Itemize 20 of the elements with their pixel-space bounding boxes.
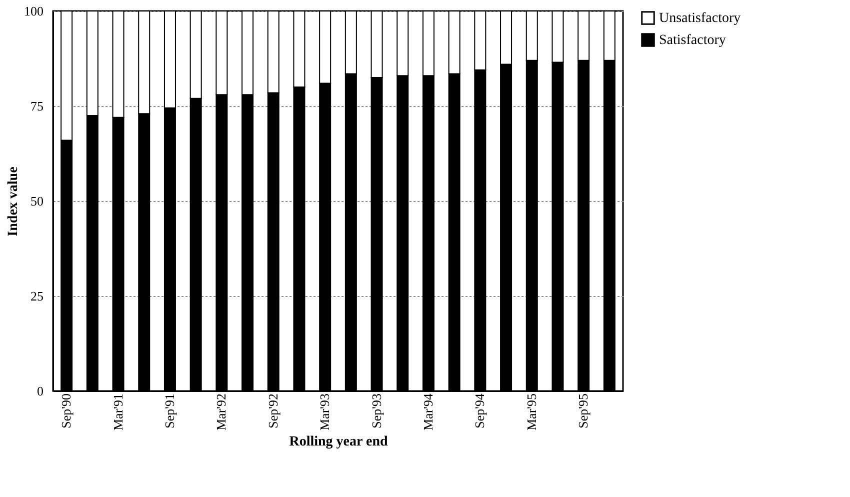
x-tick-label: Sep'92: [265, 394, 280, 428]
x-tick-label: Sep'91: [162, 394, 177, 428]
x-tick-label: Sep'93: [368, 394, 384, 428]
x-tick-label: Mar'92: [214, 394, 229, 431]
x-tick-label: Mar'93: [317, 394, 332, 431]
y-tick-label: 50: [30, 194, 44, 208]
legend-label: Satisfactory: [659, 33, 726, 48]
x-tick-label: Sep'95: [576, 394, 591, 428]
y-tick-label: 75: [30, 98, 44, 114]
y-tick-label: 100: [24, 4, 44, 18]
legend-label: Unsatisfactory: [659, 11, 741, 26]
x-tick-label: Mar'91: [110, 394, 126, 431]
x-tick-label: Mar'94: [420, 393, 436, 431]
y-tick-label: 0: [37, 384, 44, 398]
x-tick-label: Mar'95: [524, 394, 539, 431]
y-axis-title: Index value: [6, 166, 21, 236]
y-tick-label: 25: [30, 288, 44, 304]
x-tick-label: Sep'90: [58, 394, 74, 428]
x-axis-title: Rolling year end: [289, 434, 388, 450]
x-tick-label: Sep'94: [472, 393, 488, 428]
